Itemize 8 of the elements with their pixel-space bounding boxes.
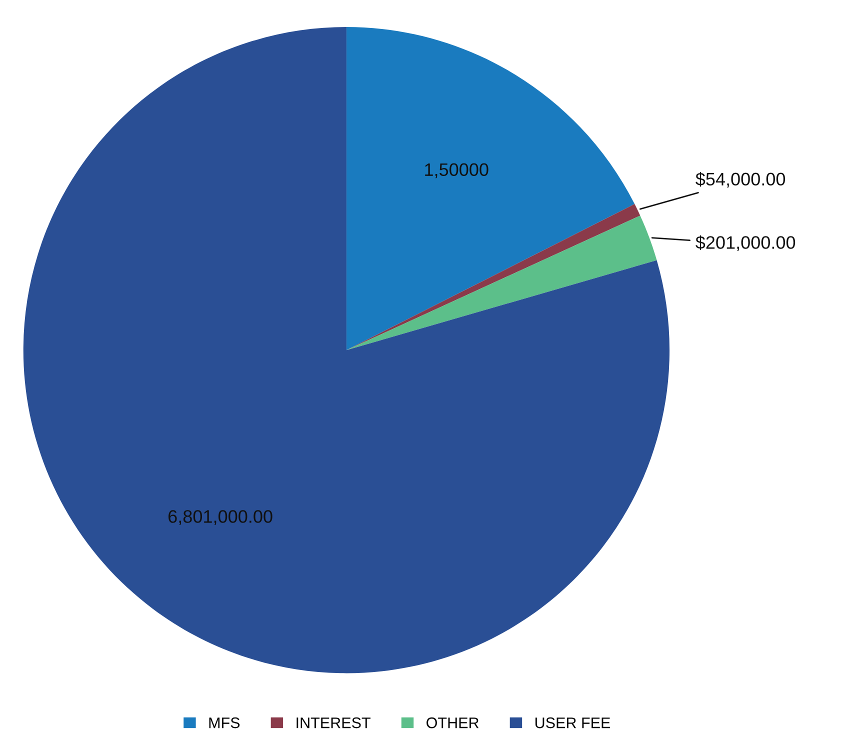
data-label: 6,801,000.00 [168, 510, 272, 526]
data-label: $54,000.00 [696, 172, 786, 188]
legend-label: MFS [209, 717, 240, 728]
legend-label: INTEREST [296, 717, 370, 728]
legend-label: USER FEE [535, 717, 610, 728]
data-label: $201,000.00 [696, 235, 796, 252]
data-label: 1,50000 [425, 163, 488, 178]
legend-label: OTHER [426, 717, 479, 728]
